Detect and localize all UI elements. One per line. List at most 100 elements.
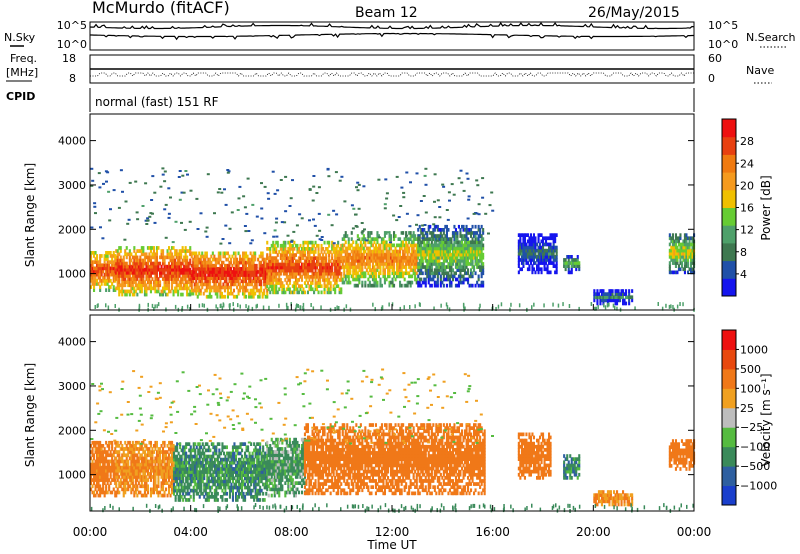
heatmap-cell [461, 274, 464, 279]
heatmap-cell [146, 267, 149, 272]
heatmap-cell [522, 258, 525, 262]
heatmap-cell [213, 267, 216, 271]
ground-scatter-cell [380, 306, 383, 311]
heatmap-cell [261, 251, 264, 256]
heatmap-cell [207, 267, 210, 271]
heatmap-cell [232, 270, 235, 274]
heatmap-cell [169, 447, 172, 451]
heatmap-cell [454, 277, 457, 282]
heatmap-cell [168, 462, 171, 467]
scatter-cell [432, 223, 436, 226]
heatmap-cell [670, 236, 673, 241]
heatmap-cell [269, 259, 272, 264]
heatmap-cell [388, 271, 391, 276]
heatmap-cell [91, 453, 94, 458]
heatmap-cell [352, 249, 355, 254]
heatmap-cell [177, 252, 180, 257]
heatmap-cell [677, 242, 680, 247]
heatmap-cell [329, 281, 332, 285]
ground-scatter-cell [181, 306, 184, 310]
colorbar-segment [722, 225, 736, 244]
heatmap-cell [131, 274, 134, 278]
heatmap-cell [317, 278, 320, 282]
heatmap-cell [394, 271, 397, 276]
heatmap-cell [352, 240, 355, 245]
heatmap-cell [566, 264, 569, 268]
heatmap-cell [435, 246, 438, 251]
heatmap-cell [190, 273, 193, 277]
heatmap-cell [181, 267, 184, 272]
heatmap-cell [109, 453, 112, 458]
heatmap-cell [231, 279, 234, 284]
heatmap-cell [273, 284, 276, 288]
heatmap-cell [393, 243, 396, 248]
heatmap-cell [205, 267, 208, 271]
ground-scatter-cell [464, 306, 466, 311]
heatmap-cell [214, 279, 217, 284]
heatmap-cell [124, 292, 127, 297]
heatmap-cell [146, 484, 149, 489]
heatmap-cell [334, 250, 337, 254]
heatmap-cell [347, 255, 350, 260]
heatmap-cell [131, 450, 134, 454]
heatmap-cell [674, 245, 677, 250]
heatmap-cell [328, 281, 331, 285]
heatmap-cell [195, 279, 198, 284]
heatmap-cell [276, 278, 279, 282]
heatmap-cell [116, 440, 119, 445]
heatmap-cell [390, 237, 393, 241]
colorbar-segment [722, 154, 736, 173]
heatmap-cell [152, 280, 155, 284]
heatmap-cell [421, 259, 424, 263]
heatmap-cell [548, 248, 551, 253]
heatmap-cell [282, 284, 285, 288]
heatmap-cell [205, 254, 208, 259]
heatmap-cell [319, 256, 322, 260]
heatmap-cell [387, 274, 390, 279]
heatmap-cell [343, 268, 346, 272]
heatmap-cell [461, 240, 464, 245]
heatmap-cell [146, 271, 149, 275]
heatmap-cell [234, 282, 237, 287]
heatmap-cell [602, 298, 605, 303]
heatmap-cell [355, 240, 358, 245]
heatmap-cell [99, 272, 102, 277]
heatmap-cell [130, 267, 133, 272]
heatmap-cell [367, 262, 370, 266]
heatmap-cell [195, 273, 198, 277]
heatmap-cell [155, 252, 158, 257]
heatmap-cell [433, 252, 436, 257]
heatmap-cell [174, 473, 177, 477]
heatmap-cell [246, 273, 249, 277]
heatmap-cell [149, 440, 152, 445]
heatmap-cell [109, 459, 112, 464]
heatmap-cell [118, 444, 121, 448]
heatmap-cell [106, 478, 109, 482]
heatmap-cell [171, 462, 174, 467]
heatmap-cell [350, 259, 353, 263]
heatmap-cell [347, 252, 350, 257]
heatmap-cell [445, 274, 448, 279]
heatmap-cell [373, 274, 376, 279]
heatmap-cell [690, 270, 693, 275]
heatmap-cell [520, 245, 523, 250]
heatmap-cell [326, 247, 329, 251]
heatmap-cell [317, 243, 320, 248]
heatmap-cell [671, 255, 674, 259]
heatmap-cell [160, 267, 163, 272]
heatmap-cell [674, 233, 677, 237]
heatmap-cell [423, 280, 426, 285]
scatter-cell [335, 213, 339, 216]
heatmap-cell [251, 257, 254, 262]
heatmap-cell [284, 240, 287, 245]
scatter-cell [230, 211, 234, 214]
heatmap-cell [142, 274, 145, 278]
heatmap-cell [128, 258, 131, 263]
heatmap-cell [456, 243, 459, 248]
heatmap-cell [152, 267, 155, 272]
heatmap-cell [93, 275, 96, 280]
heatmap-cell [631, 295, 634, 300]
heatmap-cell [409, 234, 412, 238]
heatmap-cell [208, 273, 211, 277]
heatmap-cell [436, 246, 439, 251]
